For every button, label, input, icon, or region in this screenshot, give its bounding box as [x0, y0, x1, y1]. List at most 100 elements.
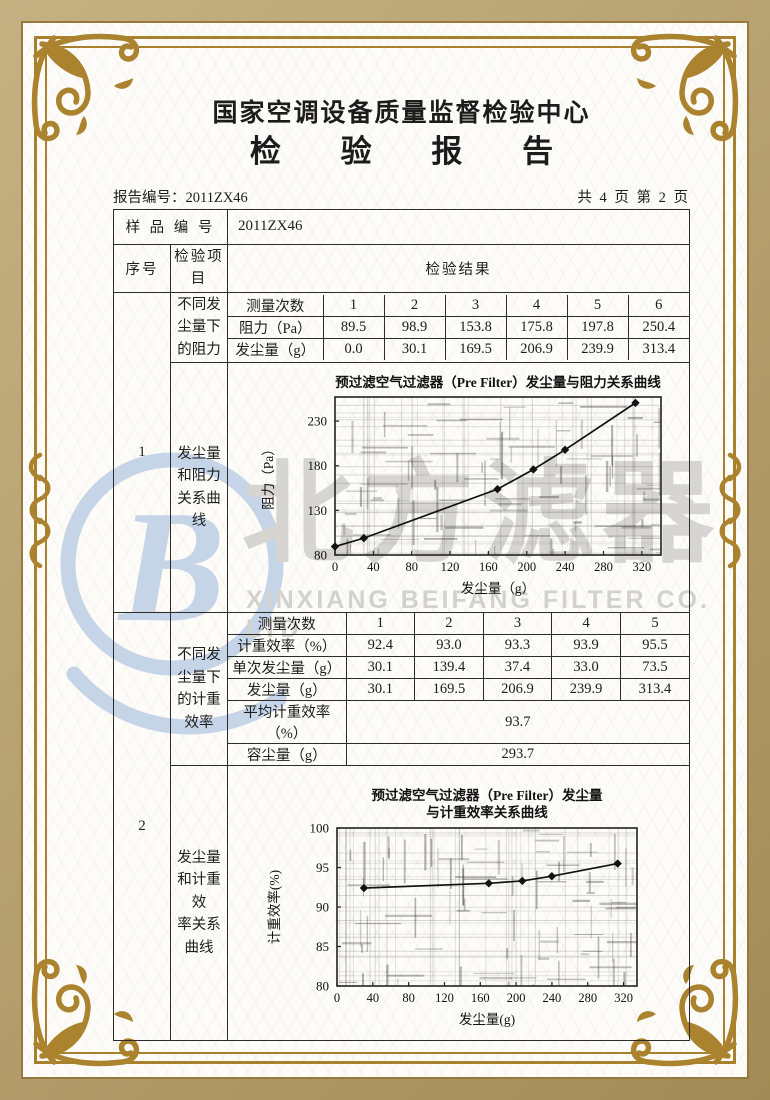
y-tick-label: 100: [310, 820, 330, 835]
x-tick-label: 160: [479, 560, 498, 574]
chart-title: 预过滤空气过滤器（Pre Filter）发尘量与阻力关系曲线: [335, 374, 661, 390]
section1-data-row: 1 不同发尘量下 的阻力 测量次数 1 2 3 4 5 6 阻力（Pa） 89.5 98.9 153…: [113, 291, 690, 614]
y-tick-label: 95: [316, 860, 329, 875]
data-point-marker: [330, 542, 340, 551]
measurement-value-cell: 197.8: [566, 315, 629, 339]
measurement-row: 测量次数 1 2 3 4 5: [228, 613, 689, 636]
results-table: 样 品 编 号 2011ZX46 序号 检验项目 检验结果 1 不同发尘量下 的…: [113, 208, 690, 1042]
chart-svg: 0 40 80 120 160 200 240 280 320 80 85 90 95 100 预过滤空气过…: [266, 787, 638, 1027]
measurement-value-cell: 169.5: [414, 678, 484, 702]
measurement-value-cell: 92.4: [345, 634, 416, 658]
measurement-value-cell: 3: [482, 613, 553, 636]
measurement-value-cell: 93.0: [414, 634, 484, 658]
corner-ornament-bottom-right: [630, 958, 739, 1067]
section2-item-top-label: 不同发尘量下 的计重效率: [170, 612, 228, 767]
y-axis-label: 阻力（Pa）: [261, 442, 276, 510]
grid-texture: [335, 397, 661, 556]
data-point-marker: [493, 485, 502, 494]
x-tick-label: 40: [367, 991, 380, 1005]
sample-number-label: 样 品 编 号: [113, 208, 228, 245]
resistance-sub-table: 测量次数 1 2 3 4 5 6 阻力（Pa） 89.5 98.9 153.8 175.8 197.8 2…: [228, 294, 689, 360]
measurement-row: 单次发尘量（g） 30.1 139.4 37.4 33.0 73.5: [228, 656, 689, 680]
data-point-marker: [529, 465, 538, 474]
resistance-curve-chart: 0 40 80 120 160 200 240 280 320 80 130 180 230 预过滤空气过…: [243, 373, 688, 604]
measurement-value-cell: 73.5: [619, 656, 689, 680]
measurement-value-cell: 1: [345, 613, 416, 636]
measurement-value-cell: 2: [383, 294, 446, 317]
measurement-row: 发尘量（g） 30.1 169.5 206.9 239.9 313.4: [228, 678, 689, 702]
measurement-value-cell: 98.9: [383, 315, 446, 339]
measurement-row-label: 阻力（Pa）: [228, 315, 324, 339]
section2-chart-row: 发尘量和计重效 率关系曲线 0 40 80 120 160 200 240 280 320 80 8…: [114, 765, 690, 1042]
sample-number-row: 样 品 编 号 2011ZX46: [113, 208, 690, 245]
seq-column-header: 序号: [113, 243, 171, 293]
measurement-row-label: 测量次数: [228, 613, 347, 636]
sample-number-value: 2011ZX46: [227, 208, 690, 245]
measurement-value-cell: 5: [619, 613, 689, 636]
measurement-value-cell: 5: [566, 294, 629, 317]
efficiency-chart-cell: 0 40 80 120 160 200 240 280 320 80 85 90 95 100 预过滤空气过…: [227, 765, 690, 1042]
y-tick-label: 80: [316, 978, 329, 993]
grid-texture: [337, 827, 637, 986]
section1-item-bottom-label: 发尘量和阻力 关系曲线: [170, 362, 228, 614]
measurement-value-cell: 30.1: [345, 678, 416, 702]
x-tick-label: 280: [578, 991, 597, 1005]
measurement-row-label: 容尘量（g）: [228, 743, 347, 766]
side-ornament-right: [719, 452, 742, 569]
chart-title: 与计重效率关系曲线: [426, 804, 548, 820]
report-content: 国家空调设备质量监督检验中心 检 验 报 告 报告编号：2011ZX46 共 4…: [113, 100, 690, 1042]
y-tick-label: 80: [314, 548, 327, 563]
x-tick-label: 40: [367, 560, 380, 574]
measurement-row: 测量次数 1 2 3 4 5 6: [228, 294, 689, 317]
corner-ornament-top-left: [31, 33, 140, 142]
column-header-row: 序号 检验项目 检验结果: [113, 243, 690, 293]
measurement-value-cell: 93.9: [551, 634, 621, 658]
measurement-value-cell: 239.9: [566, 337, 629, 360]
page-indicator: 共 4 页 第 2 页: [577, 189, 690, 206]
measurement-value-cell: 1: [322, 294, 385, 317]
corner-ornament-top-right: [630, 33, 739, 142]
measurement-value-cell: 250.4: [627, 315, 689, 339]
measurement-value-cell: 89.5: [322, 315, 385, 339]
data-point-marker: [518, 876, 527, 885]
measurement-value-cell: 37.4: [482, 656, 553, 680]
x-tick-label: 200: [507, 991, 526, 1005]
report-meta-row: 报告编号：2011ZX46 共 4 页 第 2 页: [113, 186, 690, 207]
measurement-value-cell: 153.8: [444, 315, 507, 339]
measurement-value-cell: 139.4: [414, 656, 484, 680]
section2-seq: 2: [113, 612, 171, 1042]
measurement-row-label: 测量次数: [228, 294, 324, 317]
x-tick-label: 240: [543, 991, 562, 1005]
y-tick-label: 90: [316, 899, 329, 914]
measurement-row-label: 发尘量（g）: [228, 678, 347, 702]
measurement-value-cell: 93.3: [482, 634, 553, 658]
efficiency-sub-table: 测量次数 1 2 3 4 5 计重效率（%） 92.4 93.0 93.3 93.9 95.5 单次发尘…: [228, 613, 689, 766]
section2-data-row: 2 不同发尘量下 的计重效率 测量次数 1 2 3 4 5 计重效率（%） 92.4 93.0 9…: [113, 612, 690, 1042]
x-tick-label: 80: [402, 991, 415, 1005]
measurement-value-cell: 206.9: [505, 337, 568, 360]
section1-chart-row: 发尘量和阻力 关系曲线 0 40 80 120 160 200 240 280 320 80 130…: [114, 362, 690, 614]
x-tick-label: 120: [435, 991, 454, 1005]
report-title: 检 验 报 告: [249, 133, 580, 169]
plot-border: [334, 396, 662, 556]
section1-seq: 1: [113, 291, 171, 614]
summary-value-cell: 293.7: [345, 743, 689, 766]
y-tick-label: 85: [316, 939, 329, 954]
x-tick-label: 160: [471, 991, 490, 1005]
measurement-value-cell: 169.5: [444, 337, 507, 360]
measurement-value-cell: 2: [414, 613, 484, 636]
gold-frame-inner-line: [45, 46, 725, 1054]
item-column-header: 检验项目: [170, 243, 228, 293]
x-tick-label: 320: [632, 560, 651, 574]
measurement-row-label: 平均计重效率（%）: [228, 700, 347, 745]
measurement-row: 发尘量（g） 0.0 30.1 169.5 206.9 239.9 313.4: [228, 337, 689, 360]
efficiency-curve-chart: 0 40 80 120 160 200 240 280 320 80 85 90 95 100 预过滤空气过…: [265, 786, 688, 1033]
measurement-row: 容尘量（g） 293.7: [228, 743, 689, 766]
x-axis-label: 发尘量（g）: [461, 581, 535, 596]
gold-frame-outer-line: [34, 36, 736, 1064]
corner-ornament-bottom-left: [31, 958, 140, 1067]
x-tick-label: 80: [405, 560, 418, 574]
summary-value-cell: 93.7: [345, 700, 689, 745]
measurement-value-cell: 33.0: [551, 656, 621, 680]
